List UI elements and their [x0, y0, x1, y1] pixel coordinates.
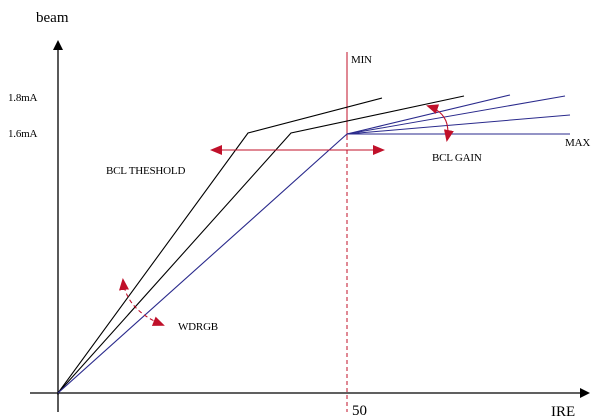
- x-axis-label: IRE: [551, 404, 575, 420]
- gain-fan-line-1: [346, 95, 566, 135]
- y-tick-1-8ma: 1.8mA: [8, 92, 38, 104]
- y-axis-label: beam: [36, 10, 69, 26]
- min-label: MIN: [351, 54, 372, 66]
- gain-fan-line-2: [346, 114, 571, 135]
- wdrgb-label: WDRGB: [178, 321, 218, 333]
- wdrgb-arrow: [119, 278, 165, 326]
- blue-curve: [57, 94, 511, 394]
- x-tick-50: 50: [352, 403, 367, 419]
- max-label: MAX: [565, 137, 590, 149]
- bcl-gain-arrow: [426, 104, 454, 142]
- bcl-gain-label: BCL GAIN: [432, 152, 482, 164]
- y-tick-1-6ma: 1.6mA: [8, 128, 38, 140]
- bcl-threshold-label: BCL THESHOLD: [106, 165, 185, 177]
- black-curve-lower: [57, 95, 465, 394]
